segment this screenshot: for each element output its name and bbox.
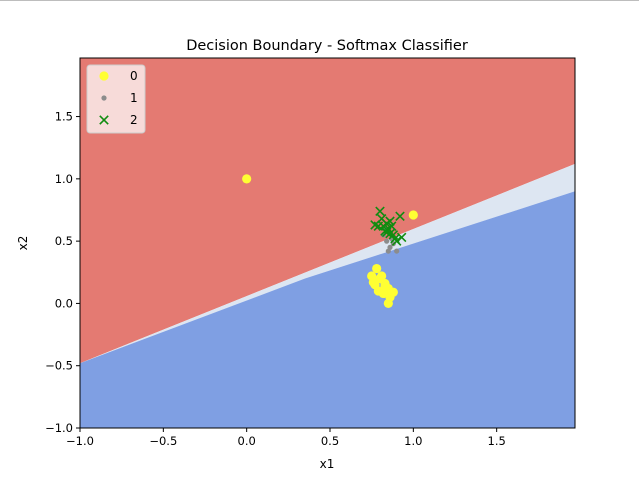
y-tick-label: 1.0 — [55, 172, 73, 186]
class-1-point — [384, 238, 390, 244]
chart-title: Decision Boundary - Softmax Classifier — [186, 38, 468, 54]
legend-marker-class-0 — [99, 71, 109, 81]
x-tick-label: −0.5 — [149, 434, 177, 448]
legend-box — [86, 64, 146, 134]
region-class-2 — [80, 191, 575, 428]
y-tick-label: 0.0 — [55, 296, 73, 310]
x-tick-label: 1.0 — [404, 434, 422, 448]
x-axis-label: x1 — [320, 457, 335, 471]
class-2-point — [391, 236, 402, 246]
y-tick-label: 1.5 — [55, 110, 73, 124]
class-0-point — [372, 263, 382, 274]
class-2-point — [385, 216, 395, 226]
y-tick-label: −0.5 — [45, 359, 73, 373]
legend: 0 1 2 — [86, 64, 146, 134]
legend-label-class-2: 2 — [130, 113, 138, 127]
x-tick-label: 1.5 — [488, 434, 506, 448]
region-class-0 — [80, 58, 575, 364]
plot-frame — [79, 57, 576, 429]
x-tick-label: −1.0 — [66, 434, 94, 448]
class-2-point — [395, 211, 405, 221]
y-axis-label: x2 — [16, 236, 30, 251]
class-0-point — [408, 210, 418, 220]
class-2-point — [381, 227, 392, 238]
class-2-point — [375, 206, 385, 216]
y-tick-label: −1.0 — [45, 421, 73, 435]
class-0-point — [377, 271, 387, 281]
class-1-point — [385, 248, 391, 254]
class-1-point — [394, 248, 400, 254]
legend-marker-class-1 — [101, 95, 107, 101]
legend-label-class-1: 1 — [130, 91, 138, 105]
window-top-border — [0, 0, 639, 1]
legend-label-class-0: 0 — [130, 69, 138, 83]
class-0-point — [242, 174, 252, 184]
legend-marker-class-2 — [99, 115, 109, 125]
class-0-point — [383, 298, 393, 309]
x-tick-label: 0.0 — [238, 434, 256, 448]
region-class-1 — [80, 163, 575, 364]
class-0-point — [368, 277, 378, 287]
y-tick-label: 0.5 — [55, 234, 73, 248]
class-0-point — [388, 287, 398, 297]
x-tick-label: 0.5 — [321, 434, 339, 448]
class-2-point — [396, 232, 407, 243]
class-0-point — [380, 281, 390, 291]
